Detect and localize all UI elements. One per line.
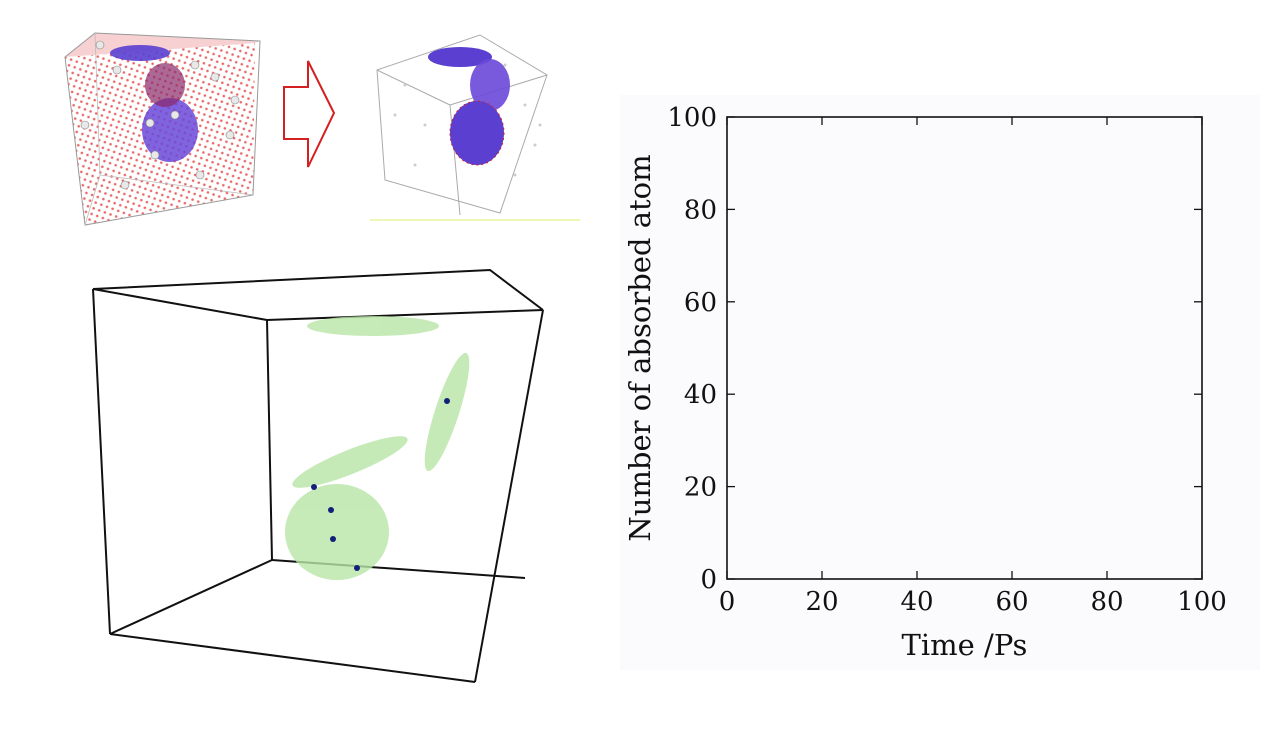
cavity-isosurface-box [85, 262, 555, 692]
chart: 0 20 40 60 80 100 0 20 40 60 80 100 Time /Ps Number… [620, 95, 1260, 670]
x-tick-label: 20 [805, 587, 838, 617]
wireframe-box [92, 268, 544, 683]
vacancy-cluster [110, 45, 198, 162]
x-tick-label: 80 [1090, 587, 1123, 617]
solute-atoms [311, 398, 450, 571]
x-axis-label: Time /Ps [902, 628, 1028, 662]
y-tick-label: 80 [684, 195, 717, 225]
transition-arrow-icon [278, 55, 340, 175]
x-tick-label: 40 [900, 587, 933, 617]
y-tick-label: 60 [684, 288, 717, 318]
solute-atoms [393, 63, 542, 177]
cavity-shapes [285, 316, 470, 580]
x-tick-label: 100 [1177, 587, 1227, 617]
y-axis-label: Number of absorbed atom [623, 154, 657, 541]
y-tick-label: 40 [684, 380, 717, 410]
x-tick-label: 0 [719, 587, 736, 617]
simulation-box-before [55, 25, 270, 230]
y-tick-label: 100 [667, 103, 717, 133]
solute-atoms [80, 40, 240, 190]
x-tick-label: 60 [995, 587, 1028, 617]
y-tick-label: 20 [684, 473, 717, 503]
plot-frame [726, 116, 1203, 580]
vacancy-cluster [428, 47, 510, 166]
y-tick-label: 0 [700, 565, 717, 595]
simulation-box-after [365, 25, 585, 225]
